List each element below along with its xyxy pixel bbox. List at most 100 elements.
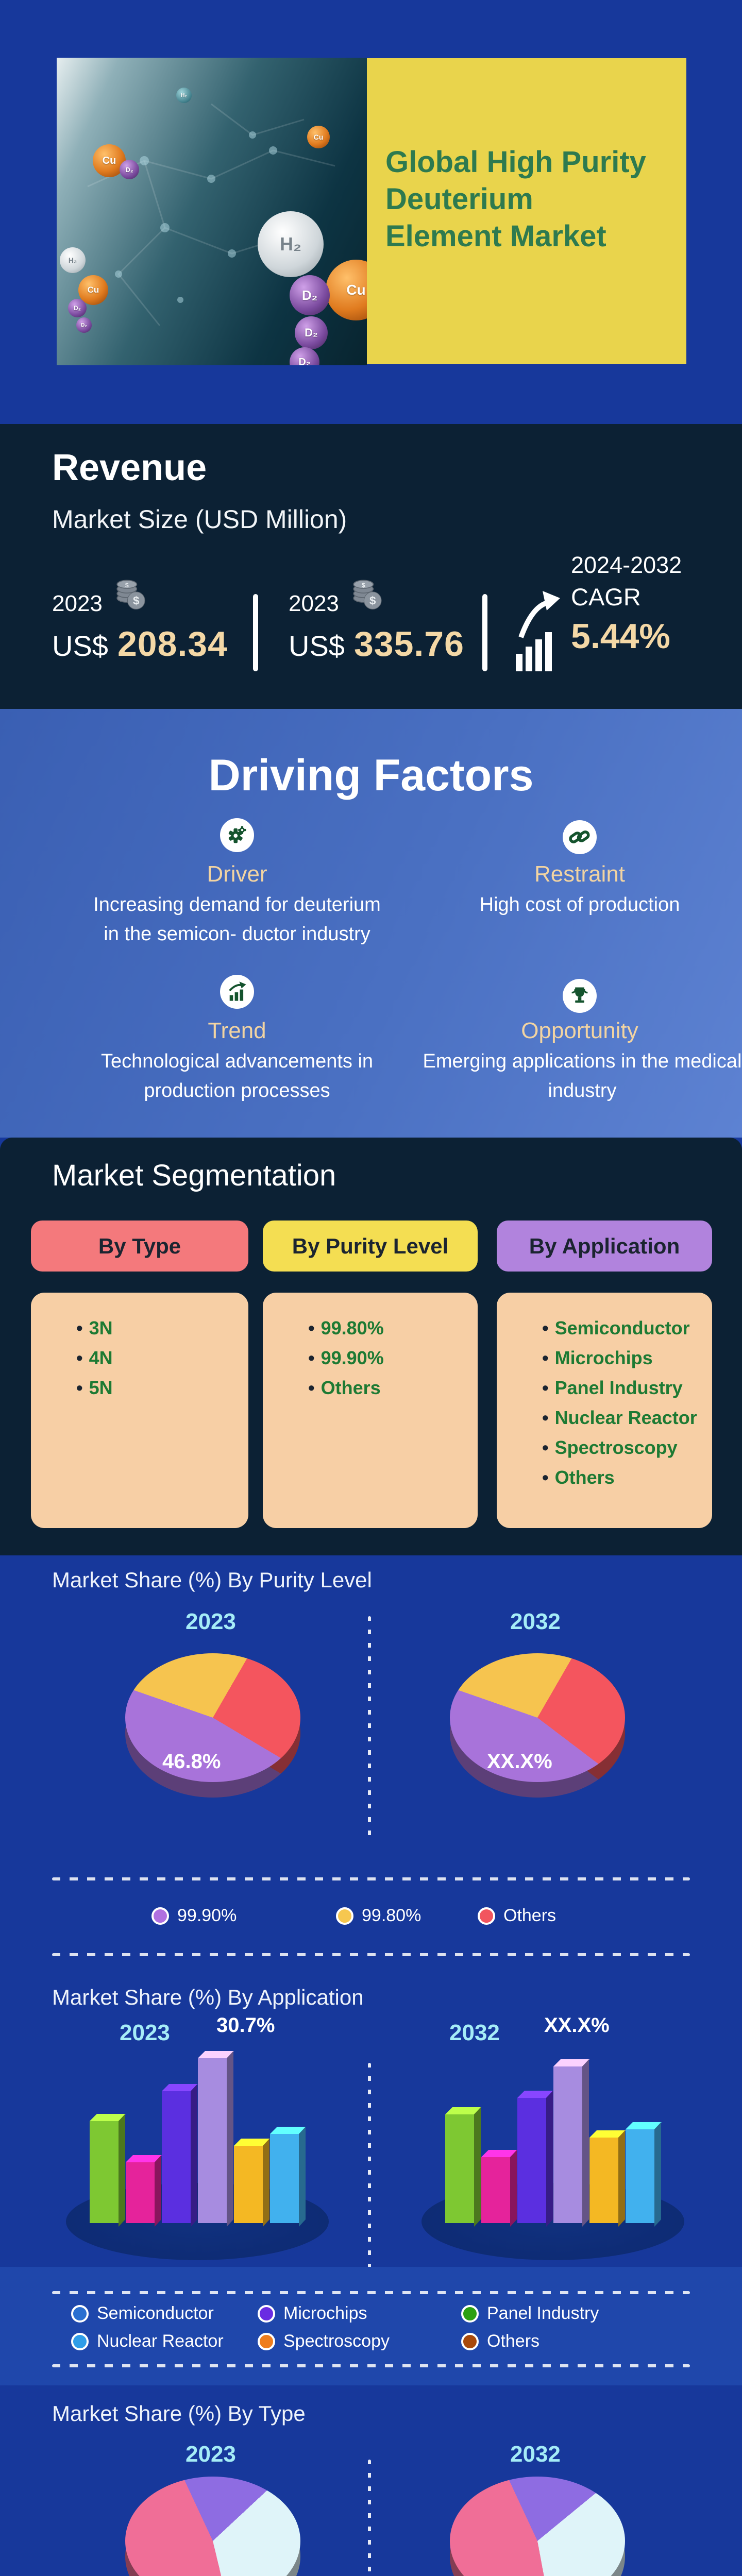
svg-text:$: $ [369, 594, 376, 607]
pie-share-label: XX.X% [487, 2573, 552, 2576]
by-type-list: 3N 4N 5N [31, 1293, 248, 1528]
segmentation-title: Market Segmentation [52, 1159, 336, 1192]
legend-item: Spectroscopy [258, 2331, 390, 2351]
year-label: 2032 [449, 2020, 500, 2045]
driver-label: Driver [207, 861, 267, 887]
legend-item: Others [478, 1906, 556, 1926]
cagr-value: 5.44% [571, 617, 670, 656]
list-item: 3N [76, 1313, 248, 1343]
cagr-block: 2024-2032 CAGR 5.44% [571, 552, 682, 656]
h2-molecule-sphere: H₂ [60, 247, 86, 273]
charts-section: Market Share (%) By Purity Level 2023 20… [0, 1555, 742, 2576]
report-title-line1: Global High Purity [385, 145, 646, 179]
pie-chart-purity-2023: 46.8% [125, 1653, 300, 1799]
bar-spectroscopy [589, 2138, 618, 2223]
pie-chart-type-2032: XX.X% [450, 2477, 625, 2576]
legend-dot [71, 2332, 89, 2350]
growth-chart-icon [220, 975, 254, 1009]
dotted-separator [52, 1877, 690, 1880]
legend-item: Others [461, 2331, 539, 2351]
molecule-photo: H₂ Cu D₂ Cu H₂ Cu D₂ D₂ D₂ H₂ Cu D₂ D₂ [57, 58, 367, 365]
legend-label: Semiconductor [97, 2303, 214, 2323]
bar-chart-application-2032 [421, 2044, 684, 2260]
trophy-icon [563, 979, 597, 1013]
year-label: 2032 [510, 2442, 561, 2467]
trend-text: Technological advancements in production… [100, 1050, 374, 1101]
dotted-separator [52, 2291, 690, 2294]
svg-text:$: $ [125, 582, 129, 589]
opportunity-label: Opportunity [521, 1018, 638, 1043]
restraint-label: Restraint [534, 861, 626, 887]
legend-dot [258, 2304, 275, 2323]
d2-molecule-sphere: D₂ [290, 275, 330, 315]
growth-arrow-icon [516, 591, 560, 671]
type-chart-title: Market Share (%) By Type [52, 2401, 306, 2426]
bar-panel-industry [517, 2098, 546, 2223]
legend-item: Semiconductor [71, 2303, 214, 2324]
legend-dot [151, 1907, 169, 1925]
dotted-divider [368, 1616, 371, 1843]
dotted-divider [368, 2460, 371, 2576]
legend-label: Microchips [283, 2303, 367, 2323]
stat-currency: US$ [289, 630, 345, 662]
pie-chart-purity-2032: XX.X% [450, 1653, 625, 1799]
legend-dot [336, 1907, 353, 1925]
cagr-period: 2024-2032 [571, 552, 682, 578]
stat-value: 335.76 [353, 624, 464, 664]
legend-dot [258, 2332, 275, 2350]
divider [253, 594, 258, 671]
list-item: Others [542, 1463, 712, 1493]
list-item: 99.80% [308, 1313, 478, 1343]
legend-label: 99.90% [177, 1906, 237, 1925]
list-item: Others [308, 1373, 478, 1403]
bar-spectroscopy [234, 2146, 263, 2223]
year-label: 2023 [120, 2020, 170, 2045]
driving-factors-title: Driving Factors [208, 751, 534, 800]
bar-top-label: XX.X% [544, 2014, 610, 2037]
legend-item: 99.80% [336, 1906, 421, 1926]
list-item: 4N [76, 1343, 248, 1373]
legend-label: Others [503, 1906, 556, 1925]
dotted-divider [368, 2063, 371, 2305]
stat-year: 2023 [289, 591, 339, 616]
dotted-separator [52, 1953, 690, 1956]
pie-share-label: 46.8% [162, 1750, 221, 1773]
bar-microchips [126, 2162, 155, 2223]
stat-value: 208.34 [117, 624, 228, 664]
bar-panel-industry [162, 2091, 191, 2223]
bar-nuclear-reactor [198, 2058, 227, 2223]
legend-label: Spectroscopy [283, 2331, 390, 2351]
legend-label: Panel Industry [487, 2303, 599, 2323]
coins-icon: $ $ [116, 580, 145, 609]
legend-item: Panel Industry [461, 2303, 599, 2324]
bar-microchips [481, 2157, 510, 2223]
by-application-header: By Application [497, 1221, 712, 1272]
year-label: 2023 [185, 2442, 236, 2467]
cu-molecule-sphere: Cu [307, 126, 330, 148]
driver-text: Increasing demand for deuterium in the s… [93, 894, 381, 945]
by-purity-header: By Purity Level [263, 1221, 478, 1272]
bar-top-label: 30.7% [216, 2014, 275, 2037]
gears-icon [220, 818, 254, 852]
trend-label: Trend [208, 1018, 266, 1043]
revenue-stat-forecast: 2023 $ $ US$ 335.76 [289, 579, 464, 664]
legend-dot [478, 1907, 495, 1925]
cu-molecule-sphere: Cu [78, 275, 108, 305]
list-item: 99.90% [308, 1343, 478, 1373]
legend-label: Nuclear Reactor [97, 2331, 224, 2351]
bar-others [270, 2134, 299, 2223]
list-item: 5N [76, 1373, 248, 1403]
svg-text:$: $ [362, 582, 365, 589]
bar-semiconductor [90, 2121, 119, 2223]
year-label: 2032 [510, 1609, 561, 1634]
revenue-section: Revenue Market Size (USD Million) 2023 $… [0, 424, 742, 709]
report-title-line2: Deuterium [385, 182, 533, 216]
list-item: Semiconductor [542, 1313, 712, 1343]
report-title-panel: Global High Purity Deuterium Element Mar… [367, 58, 686, 364]
bar-others [626, 2129, 654, 2223]
coins-icon: $ $ [353, 580, 382, 609]
revenue-title: Revenue [52, 447, 207, 488]
molecule-network-decoration [87, 103, 335, 326]
by-application-list: Semiconductor Microchips Panel Industry … [497, 1293, 712, 1528]
pie-share-label: XX.X% [487, 1750, 552, 1773]
